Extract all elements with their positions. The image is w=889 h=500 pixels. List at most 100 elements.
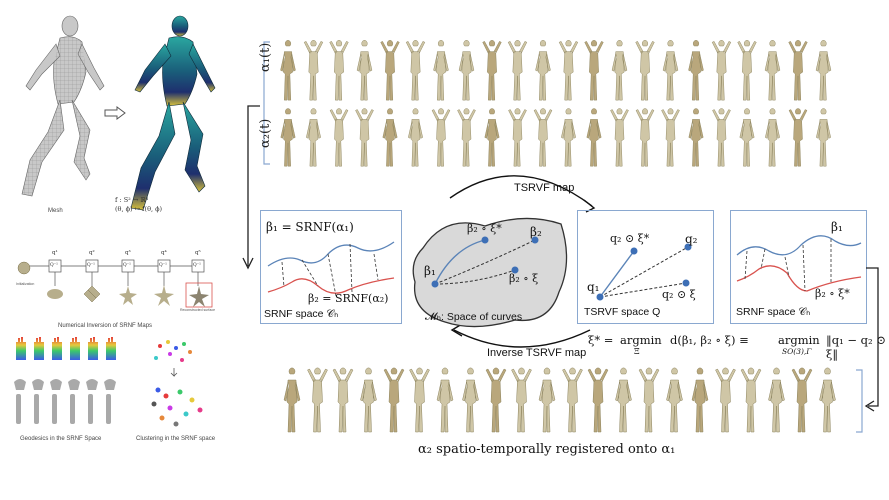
mesh-figure [21,15,105,197]
alpha1-figure-17 [688,40,704,101]
blob-beta2: β₂ [530,225,542,239]
map-text-line-2: (θ, ϕ) ↦ f(θ, ϕ) [115,205,163,213]
registered-figure-14 [615,367,632,433]
alpha2-figure-21 [788,108,808,167]
cluster-plot [151,340,203,427]
alpha2-figure-2-body [306,108,321,167]
reconstructed-label: Reconstructed surface [180,308,216,312]
srnf-right-space-label: SRNF space 𝒞ₕ [736,306,811,318]
srnf-left-curves [267,241,395,297]
registered-figure-1-body [283,367,301,433]
alpha1-figure-17-body [688,40,704,101]
alpha2-figure-16-body [661,108,680,167]
result-caption: α₂ spatio-temporally registered onto α₁ [418,442,676,457]
eq-argmin-2: argmin [778,333,820,347]
registered-figure-3-body [332,367,354,433]
registered-figure-20-body [768,367,785,433]
alpha2-figure-row [280,108,831,167]
alpha2-figure-17-body [688,108,704,167]
registered-figure-19 [740,367,762,433]
alpha2-figure-19 [739,108,755,167]
blob-beta2-xi-star: β₂ ∘ ξ* [467,222,502,235]
clustering-caption: Clustering in the SRNF space [136,436,216,442]
inversion-caption: Numerical Inversion of SRNF Maps [58,323,153,329]
inversion-diagram [17,259,213,308]
alpha1-figure-16 [662,40,679,101]
registered-figure-4-body [360,367,377,433]
map-text-line-1: f : S² → ℝ³ [115,196,149,204]
alpha1-figure-21-body [788,40,808,101]
alpha2-figure-15-body [635,108,655,167]
alpha2-figure-21-body [788,108,808,167]
geodesic-shapes [14,379,116,424]
registered-figure-11-body [538,367,556,433]
alpha2-figure-1-body [280,108,296,167]
registered-figure-5 [383,367,405,433]
registered-figure-9-body [485,367,507,433]
alpha2-figure-11-body [533,108,553,167]
alpha1-figure-4-body [356,40,373,101]
geodesics-caption: Geodesics in the SRNF Space [20,436,102,442]
alpha1-figure-19-body [737,40,757,101]
alpha2-figure-19-body [739,108,755,167]
registered-figure-8-body [462,367,479,433]
registered-figure-10 [511,367,532,433]
registered-figure-3 [332,367,354,433]
blob-beta1: β₁ [424,264,436,278]
q-label-2: q² [89,250,95,256]
alpha2-figure-12-body [561,108,576,167]
inversion-block: q¹ q² q³ q⁴ q⁵ Q⁻¹ Q⁻¹ Q⁻¹ Q⁻¹ Q⁻¹ Initi… [14,246,216,321]
registered-figure-12 [562,367,583,433]
registered-figure-10-body [511,367,532,433]
registered-figure-22-body [819,367,836,433]
eq-mid: d(β₁, β₂ ∘ ξ) ≡ [670,333,749,347]
alpha1-figure-4 [356,40,373,101]
registered-figure-5-body [383,367,405,433]
alpha1-figure-9 [482,40,502,101]
tsrvf-q2-xi: q₂ ⊙ ξ [662,288,696,301]
alpha1-figure-18 [711,40,732,101]
alpha1-figure-20-body [764,40,781,101]
alpha1-figure-22-body [815,40,832,101]
alpha1-figure-10-body [507,40,528,101]
alpha1-figure-7-body [433,40,449,101]
alpha1-figure-12 [558,40,579,101]
eq-sub-2: SO(3),Γ [782,347,812,356]
alpha1-figure-18-body [711,40,732,101]
registered-figure-17 [691,367,709,433]
curves-space-label: 𝓜ₕ: Space of curves [425,311,523,323]
alpha1-figure-3 [329,40,349,101]
registered-figure-11 [538,367,556,433]
alpha1-figure-9-body [482,40,502,101]
mesh-caption: Mesh [48,208,63,214]
alpha1-figure-8-body [458,40,475,101]
registered-figure-21 [791,367,813,433]
registered-figure-22 [819,367,836,433]
tsrvf-q2: q₂ [685,232,698,246]
alpha2-figure-20 [765,108,780,167]
alpha2-figure-8-body [457,108,476,167]
alpha2-figure-18-body [712,108,731,167]
registered-figure-16-body [666,367,683,433]
registered-figure-1 [283,367,301,433]
alpha1-figure-13 [584,40,604,101]
inverse-box-label-5: Q⁻¹ [193,263,201,268]
alpha1-figure-15 [635,40,655,101]
alpha1-figure-7 [433,40,449,101]
alpha1-figure-5-body [380,40,400,101]
alpha2-figure-8 [457,108,476,167]
registered-row [283,367,863,433]
srnf-right-curves [736,235,862,292]
q-label-4: q⁴ [161,250,167,256]
alpha1-figure-11-body [535,40,551,101]
inverse-box-label-4: Q⁻¹ [159,263,167,268]
alpha1-figure-2 [303,40,324,101]
alpha1-figure-6 [405,40,426,101]
alpha1-figure-16-body [662,40,679,101]
registered-figure-12-body [562,367,583,433]
alpha2-figure-10 [508,108,527,167]
registered-figure-18-body [715,367,736,433]
alpha2-figure-6 [408,108,423,167]
alpha2-figure-22-body [816,108,831,167]
alpha1-figure-10 [507,40,528,101]
